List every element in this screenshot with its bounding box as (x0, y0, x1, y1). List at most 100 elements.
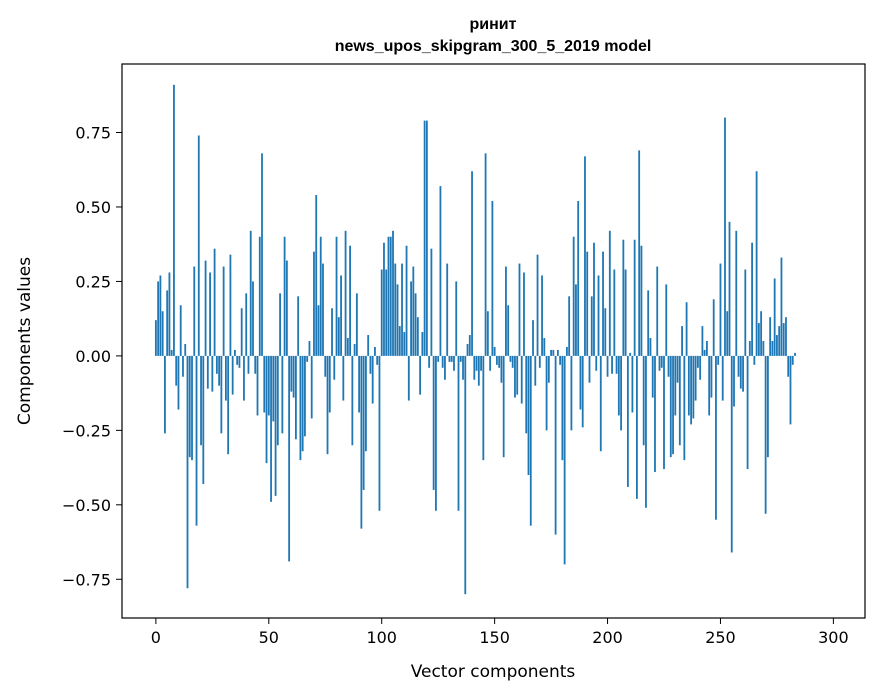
bar-133 (455, 281, 458, 356)
bar-223 (658, 355, 661, 371)
bar-256 (733, 355, 735, 407)
bar-10 (177, 355, 180, 410)
bar-20 (200, 355, 202, 446)
bar-241 (699, 355, 702, 380)
bar-243 (703, 349, 706, 356)
bar-280 (787, 355, 790, 377)
bar-213 (636, 355, 638, 499)
bar-174 (547, 355, 550, 383)
bar-97 (374, 346, 376, 356)
bar-87 (351, 355, 354, 446)
bar-139 (468, 335, 471, 356)
bar-131 (450, 355, 453, 362)
chart-subtitle: news_upos_skipgram_300_5_2019 model (335, 38, 652, 55)
bar-196 (597, 275, 600, 356)
bar-62 (294, 355, 297, 440)
bar-117 (419, 355, 422, 395)
bar-235 (685, 302, 688, 356)
bar-283 (794, 352, 796, 356)
bar-55 (279, 293, 281, 356)
bar-179 (559, 355, 562, 365)
bar-224 (660, 355, 663, 368)
bar-203 (613, 269, 616, 356)
bar-92 (362, 355, 365, 490)
bar-99 (378, 355, 381, 511)
bar-80 (335, 236, 338, 356)
bar-42 (249, 230, 252, 356)
bar-168 (534, 355, 537, 386)
bar-163 (523, 272, 525, 356)
bar-159 (514, 355, 516, 398)
bar-113 (410, 281, 412, 356)
bar-272 (769, 317, 772, 356)
bar-194 (593, 242, 595, 356)
bar-24 (209, 272, 211, 356)
bar-37 (238, 355, 241, 368)
bar-101 (383, 242, 385, 356)
bar-184 (570, 355, 573, 431)
bar-276 (778, 326, 781, 356)
bar-246 (710, 355, 713, 398)
bar-38 (240, 308, 243, 356)
bar-60 (290, 355, 293, 392)
bar-195 (595, 355, 598, 371)
bar-78 (331, 308, 333, 356)
bar-51 (270, 355, 272, 502)
bar-22 (204, 260, 207, 356)
bar-147 (486, 311, 489, 356)
bar-257 (735, 230, 738, 356)
bar-57 (283, 236, 286, 356)
bar-261 (744, 269, 747, 356)
bar-271 (766, 355, 769, 458)
bar-127 (441, 355, 444, 368)
bar-199 (604, 308, 607, 356)
bar-72 (317, 305, 320, 356)
bar-156 (507, 305, 510, 356)
bar-0 (154, 320, 157, 356)
bar-41 (247, 355, 250, 374)
bar-209 (626, 355, 629, 487)
bar-110 (403, 332, 406, 356)
bar-193 (590, 296, 593, 356)
bar-116 (416, 317, 419, 356)
bar-233 (681, 326, 683, 356)
bar-129 (446, 263, 449, 356)
bar-265 (753, 355, 756, 365)
x-tick-label: 0 (151, 628, 161, 647)
y-tick-label: 0.75 (75, 124, 111, 143)
bar-2 (159, 275, 162, 356)
bar-167 (532, 320, 534, 356)
bar-279 (785, 317, 787, 356)
bar-282 (791, 355, 794, 365)
bar-172 (543, 338, 546, 356)
bar-104 (389, 236, 392, 356)
bar-215 (640, 245, 643, 356)
bar-210 (629, 352, 632, 356)
y-tick-label: −0.50 (62, 496, 111, 515)
bar-56 (281, 355, 284, 434)
bar-28 (218, 355, 221, 386)
bar-140 (471, 171, 473, 356)
bar-181 (563, 355, 566, 565)
bar-9 (175, 355, 178, 386)
bar-236 (687, 355, 690, 416)
bar-103 (387, 236, 390, 356)
bar-143 (477, 355, 480, 386)
bar-135 (459, 355, 462, 362)
bar-137 (464, 355, 467, 595)
bar-109 (401, 263, 403, 356)
bar-32 (227, 355, 230, 455)
bar-141 (473, 355, 476, 380)
y-tick-label: 0.50 (75, 198, 111, 217)
bar-120 (425, 120, 428, 356)
bar-211 (631, 355, 634, 413)
bar-76 (326, 355, 329, 455)
bar-26 (213, 248, 216, 356)
bar-58 (285, 260, 288, 356)
bar-166 (529, 355, 532, 526)
bar-64 (299, 355, 302, 461)
bar-207 (622, 239, 625, 356)
bar-180 (561, 355, 564, 461)
bar-95 (369, 355, 372, 374)
